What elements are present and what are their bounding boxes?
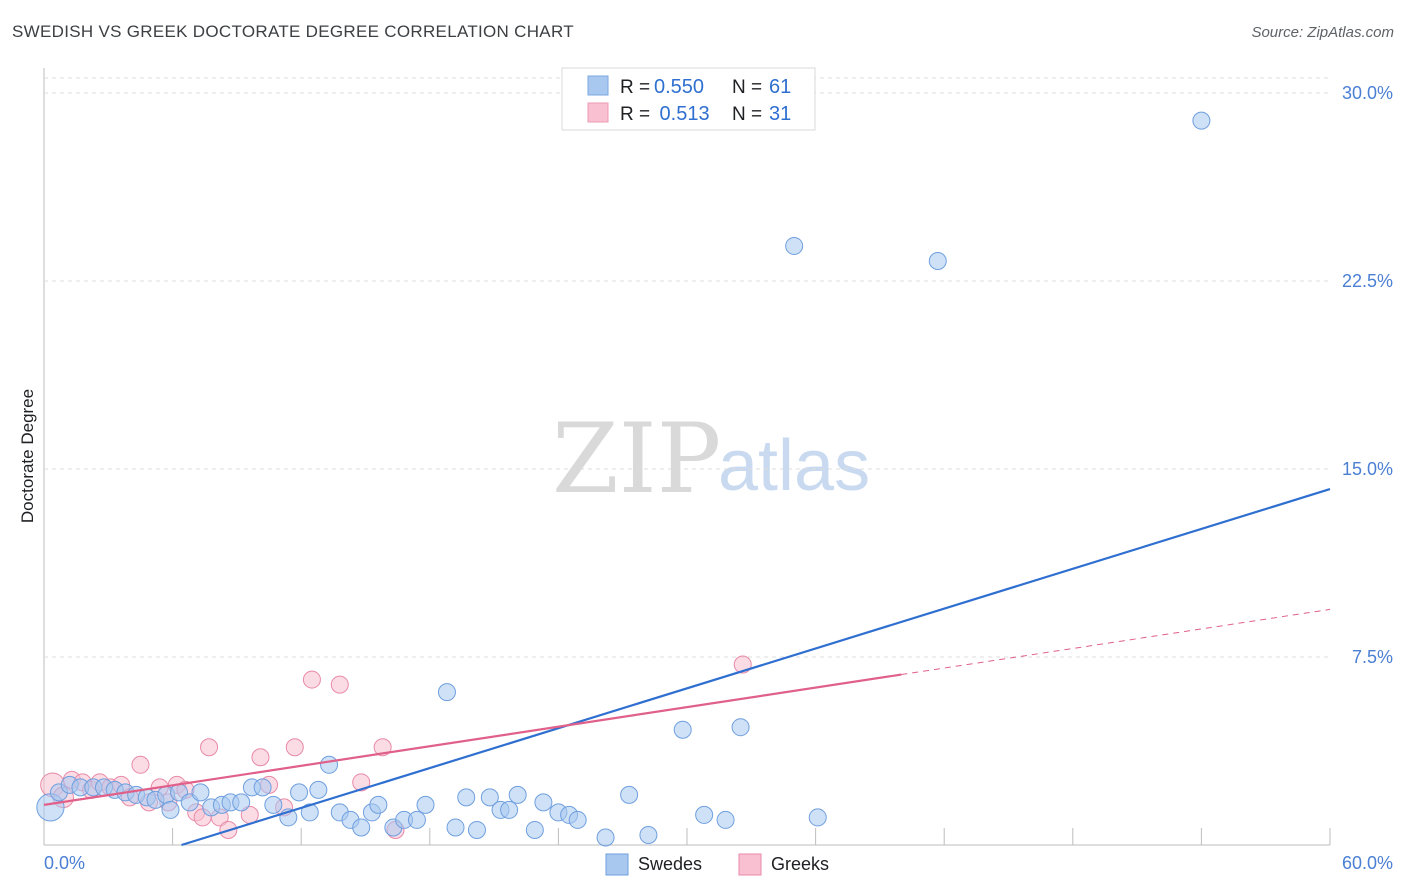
swedes-point xyxy=(290,783,309,802)
swedes-point xyxy=(253,778,272,797)
y-tick-label: 30.0% xyxy=(1342,83,1393,103)
swedes-point xyxy=(568,810,587,829)
watermark-zip: ZIP xyxy=(552,403,721,515)
bottom-legend-swatch-swedes xyxy=(605,853,629,876)
legend-swatch-swedes xyxy=(587,75,609,96)
x-tick-label-min: 0.0% xyxy=(44,853,85,873)
swedes-point xyxy=(1192,111,1211,130)
legend-n-label-greeks: N = xyxy=(732,104,762,125)
swedes-point xyxy=(457,788,476,807)
swedes-point xyxy=(673,720,692,739)
y-tick-label: 15.0% xyxy=(1342,459,1393,479)
swedes-point xyxy=(191,783,210,802)
swedes-point xyxy=(695,805,714,824)
swedes-point xyxy=(300,803,319,822)
greeks-point xyxy=(330,675,349,694)
trend-lines xyxy=(43,488,1331,847)
bottom-legend-label-swedes: Swedes xyxy=(638,854,702,874)
y-tick-label: 7.5% xyxy=(1352,647,1393,667)
greeks-point xyxy=(131,755,150,774)
swedes-point xyxy=(309,780,328,799)
swedes-point xyxy=(534,793,553,812)
swedes-point xyxy=(161,800,180,819)
y-tick-labels: 7.5% 15.0% 22.5% 30.0% xyxy=(1342,83,1393,667)
swedes-trend-line xyxy=(181,488,1331,847)
swedes-point xyxy=(785,236,804,255)
bottom-legend-swatch-greeks xyxy=(738,853,762,876)
swedes-point xyxy=(480,788,499,807)
swedes-point xyxy=(508,785,527,804)
greeks-trend-line xyxy=(43,673,902,806)
swedes-point xyxy=(352,818,371,837)
legend-r-value-swedes: 0.550 xyxy=(654,76,704,98)
legend-r-label-greeks: R = xyxy=(620,104,650,125)
x-tick-label-max: 60.0% xyxy=(1342,853,1393,873)
chart-source: Source: ZipAtlas.com xyxy=(1251,24,1394,41)
legend-r-value-greeks: 0.513 xyxy=(654,103,710,125)
swedes-point xyxy=(264,795,283,814)
greeks-point xyxy=(352,773,371,792)
bottom-legend: Swedes Greeks xyxy=(605,853,829,876)
greeks-points xyxy=(40,655,752,839)
swedes-point xyxy=(232,793,251,812)
greeks-point xyxy=(200,738,219,757)
swedes-point xyxy=(620,785,639,804)
swedes-point xyxy=(928,251,947,270)
x-ticks xyxy=(43,828,1331,845)
swedes-point xyxy=(716,810,735,829)
watermark-atlas: atlas xyxy=(718,426,870,506)
legend-swatch-greeks xyxy=(587,102,609,123)
legend: R = 0.550 N = 61 R = 0.513 N = 31 xyxy=(561,67,816,131)
greeks-point xyxy=(302,670,321,689)
chart-title: SWEDISH VS GREEK DOCTORATE DEGREE CORREL… xyxy=(12,22,574,41)
y-axis-title: Doctorate Degree xyxy=(18,389,37,523)
legend-n-value-greeks: 31 xyxy=(769,103,791,125)
legend-n-label-swedes: N = xyxy=(732,77,762,98)
bottom-legend-label-greeks: Greeks xyxy=(771,854,829,874)
watermark: ZIP atlas xyxy=(552,403,870,515)
legend-n-value-swedes: 61 xyxy=(769,76,791,98)
swedes-point xyxy=(596,828,615,847)
swedes-point xyxy=(808,808,827,827)
greeks-point xyxy=(373,738,392,757)
y-tick-label: 22.5% xyxy=(1342,271,1393,291)
swedes-point xyxy=(437,683,456,702)
legend-r-label-swedes: R = xyxy=(620,77,650,98)
swedes-points xyxy=(36,111,1211,847)
swedes-point xyxy=(639,825,658,844)
greeks-point xyxy=(251,748,270,767)
swedes-point xyxy=(731,718,750,737)
swedes-point xyxy=(416,795,435,814)
greeks-trend-extension xyxy=(901,608,1331,676)
swedes-point xyxy=(525,820,544,839)
swedes-point xyxy=(407,810,426,829)
swedes-point xyxy=(467,820,486,839)
swedes-point xyxy=(369,795,388,814)
greeks-point xyxy=(285,738,304,757)
swedes-point xyxy=(500,800,519,819)
swedes-point xyxy=(446,818,465,837)
gridlines xyxy=(44,77,1330,658)
swedes-point xyxy=(320,755,339,774)
